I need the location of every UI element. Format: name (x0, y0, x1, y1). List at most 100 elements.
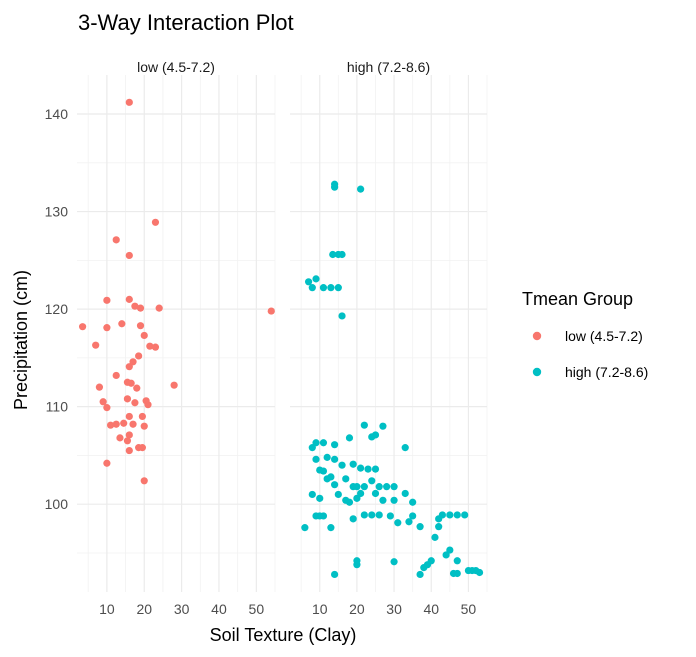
data-point (360, 421, 368, 429)
data-point (120, 419, 128, 427)
data-point (353, 494, 361, 502)
data-point (116, 434, 124, 442)
data-point (357, 185, 365, 193)
legend-item-low: low (4.5-7.2) (532, 328, 643, 344)
data-point (353, 483, 361, 491)
data-point (92, 341, 100, 349)
data-point (327, 473, 335, 481)
data-point (338, 312, 346, 320)
chart-title: 3-Way Interaction Plot (78, 10, 294, 35)
y-tick-label: 130 (45, 204, 69, 220)
data-point (331, 570, 339, 579)
x-tick-label: 50 (249, 601, 265, 617)
data-point (368, 511, 376, 519)
data-point (140, 477, 148, 485)
data-point (390, 496, 398, 504)
data-point (312, 455, 320, 463)
facet-panel-0: low (4.5-7.2) 10 20 30 40 50 100 110 120 130 140 (45, 59, 276, 617)
legend-key-low (532, 331, 542, 341)
data-point (95, 383, 104, 391)
data-point (349, 460, 357, 468)
x-tick-label: 20 (136, 601, 152, 617)
data-point (140, 422, 148, 430)
data-point (123, 395, 132, 403)
data-point (103, 404, 111, 412)
data-point (461, 511, 469, 519)
data-point (364, 465, 372, 473)
y-axis-title: Precipitation (cm) (11, 270, 31, 410)
legend-label-low: low (4.5-7.2) (565, 328, 643, 344)
y-tick-label: 140 (45, 106, 69, 122)
data-point (375, 483, 383, 491)
data-point (357, 464, 365, 472)
data-point (125, 431, 133, 439)
data-point (155, 304, 163, 312)
data-point (125, 295, 133, 303)
x-tick-label: 30 (174, 601, 190, 617)
data-point (125, 412, 133, 421)
x-tick-label: 20 (349, 601, 365, 617)
data-point (338, 250, 346, 259)
data-point (386, 512, 394, 520)
data-point (127, 379, 135, 387)
data-point (357, 489, 365, 498)
x-tick-label: 40 (423, 601, 439, 617)
data-point (112, 371, 120, 380)
data-point (345, 498, 354, 506)
data-point (375, 511, 383, 519)
data-point (140, 331, 148, 340)
data-point (409, 512, 417, 520)
data-point (427, 557, 435, 565)
data-point (446, 511, 454, 519)
data-point (394, 519, 402, 527)
data-point (316, 494, 324, 502)
data-point (118, 320, 126, 328)
data-point (401, 489, 409, 498)
data-point (112, 236, 120, 244)
data-point (319, 439, 328, 447)
data-point (308, 444, 316, 452)
data-point (133, 384, 141, 392)
data-point (416, 523, 424, 531)
data-point (334, 284, 342, 292)
x-tick-label: 10 (99, 601, 115, 617)
data-point (170, 381, 178, 389)
data-point (323, 453, 331, 461)
data-point (129, 358, 137, 366)
data-point (416, 570, 424, 579)
data-point (331, 455, 339, 463)
data-point (368, 477, 376, 485)
data-point (431, 533, 439, 541)
facet-strip-label: low (4.5-7.2) (137, 59, 215, 75)
data-point (390, 558, 398, 566)
data-point (349, 515, 357, 523)
data-point (135, 352, 143, 360)
data-point (453, 569, 461, 578)
data-point (138, 444, 146, 452)
data-point (338, 461, 346, 469)
data-point (151, 343, 160, 351)
data-point (151, 218, 160, 226)
data-point (453, 511, 461, 519)
data-point (308, 490, 316, 499)
data-point (103, 296, 111, 304)
legend-label-high: high (7.2-8.6) (565, 364, 648, 380)
data-point (123, 437, 132, 445)
data-point (390, 483, 398, 491)
data-point (360, 483, 368, 491)
data-point (360, 511, 368, 519)
data-point (136, 304, 145, 312)
y-tick-label: 100 (45, 496, 69, 512)
data-point (371, 465, 380, 473)
data-point (99, 398, 107, 406)
data-point (331, 481, 339, 489)
data-point (371, 489, 380, 498)
data-point (304, 278, 313, 286)
data-point (334, 490, 342, 499)
data-point (144, 401, 152, 409)
data-point (453, 557, 461, 565)
data-point (316, 512, 324, 520)
y-tick-label: 110 (46, 399, 69, 415)
data-point (312, 275, 320, 283)
